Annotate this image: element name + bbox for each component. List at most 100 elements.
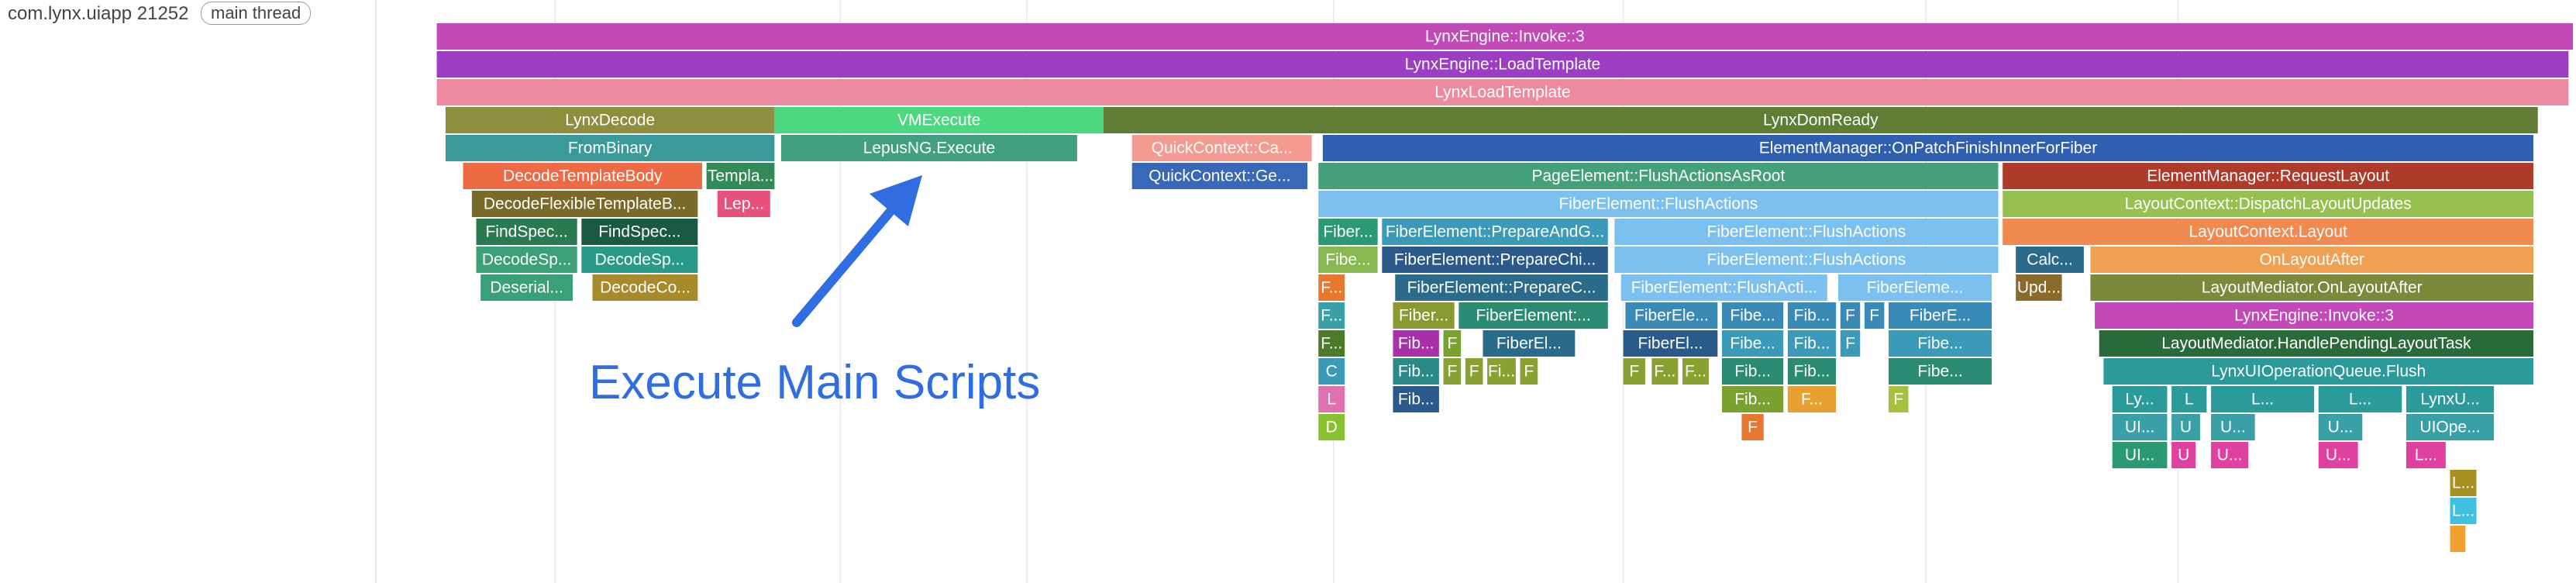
trace-slice[interactable]: ElementManager::RequestLayout [2003,163,2534,189]
slice-bar[interactable] [706,163,775,189]
slice-bar[interactable] [1840,302,1861,329]
trace-slice[interactable]: LepusNG.Execute [780,135,1077,161]
trace-slice[interactable]: F [1623,358,1645,385]
slice-bar[interactable] [1864,302,1885,329]
trace-slice[interactable]: U [2171,442,2196,468]
slice-bar[interactable] [1393,302,1455,329]
slice-bar[interactable] [1614,247,1999,273]
slice-bar[interactable] [1614,219,1999,245]
trace-slice[interactable]: Fi... [1487,358,1516,385]
slice-bar[interactable] [2016,274,2062,301]
slice-bar[interactable] [471,191,698,217]
trace-slice[interactable]: UI... [2112,442,2168,468]
slice-bar[interactable] [1721,386,1784,412]
trace-slice[interactable]: LynxLoadTemplate [436,79,2569,105]
slice-bar[interactable] [1322,135,2534,161]
slice-bar[interactable] [717,191,770,217]
trace-slice[interactable]: L... [2450,470,2477,496]
trace-slice[interactable]: C [1318,358,1345,385]
trace-slice[interactable]: FiberEle... [1625,302,1718,329]
trace-slice[interactable]: U [2171,414,2200,440]
trace-slice[interactable]: Fibe... [1318,247,1378,273]
trace-slice[interactable]: Fibe... [1889,358,1992,385]
slice-bar[interactable] [1318,330,1345,357]
trace-slice[interactable]: Ly... [2112,386,2168,412]
trace-slice[interactable]: FindSpec... [476,219,577,245]
slice-bar[interactable] [2090,274,2534,301]
slice-bar[interactable] [1131,135,1312,161]
slice-bar[interactable] [774,107,1104,133]
trace-slice[interactable]: F [1840,330,1861,357]
slice-bar[interactable] [1393,386,1439,412]
thread-badge[interactable]: main thread [201,2,312,25]
trace-slice[interactable]: LayoutContext.Layout [2003,219,2534,245]
trace-slice[interactable]: Fib... [1721,386,1784,412]
slice-bar[interactable] [1889,386,1909,412]
trace-slice[interactable]: Fibe... [1721,330,1784,357]
trace-slice[interactable]: F... [1682,358,1709,385]
slice-bar[interactable] [1393,358,1439,385]
slice-bar[interactable] [2211,414,2255,440]
flame-chart[interactable]: LynxEngine::Invoke::3LynxEngine::LoadTem… [377,0,2576,583]
slice-bar[interactable] [2003,191,2534,217]
trace-slice[interactable]: F [1443,358,1462,385]
trace-slice[interactable]: Fibe... [1721,302,1784,329]
slice-bar[interactable] [1837,274,1992,301]
slice-bar[interactable] [1889,302,1992,329]
trace-slice[interactable]: DecodeCo... [592,274,698,301]
trace-slice[interactable]: LayoutMediator.HandlePendingLayoutTask [2099,330,2534,357]
trace-slice[interactable]: F [1465,358,1483,385]
slice-bar[interactable] [1318,247,1378,273]
trace-slice[interactable]: LynxU... [2406,386,2495,412]
trace-slice[interactable]: FromBinary [445,135,775,161]
slice-bar[interactable] [1620,274,1827,301]
trace-slice[interactable]: F [1864,302,1885,329]
slice-bar[interactable] [1487,358,1516,385]
trace-slice[interactable]: DecodeSp... [581,247,698,273]
slice-bar[interactable] [1787,330,1837,357]
trace-slice[interactable] [2450,526,2466,552]
slice-bar[interactable] [2211,386,2315,412]
trace-slice[interactable]: F [1443,330,1462,357]
slice-bar[interactable] [1625,302,1718,329]
trace-slice[interactable]: Deserial... [480,274,573,301]
slice-bar[interactable] [592,274,698,301]
trace-slice[interactable]: L [1318,386,1345,412]
trace-slice[interactable]: F... [1318,274,1345,301]
slice-bar[interactable] [2003,163,2534,189]
slice-bar[interactable] [476,219,577,245]
slice-bar[interactable] [2099,330,2534,357]
trace-slice[interactable]: LayoutMediator.OnLayoutAfter [2090,274,2534,301]
trace-slice[interactable]: Upd... [2016,274,2062,301]
trace-slice[interactable]: LynxUIOperationQueue.Flush [2103,358,2534,385]
slice-bar[interactable] [1623,358,1645,385]
trace-slice[interactable]: L... [2406,442,2446,468]
slice-bar[interactable] [2406,442,2446,468]
slice-bar[interactable] [1465,358,1483,385]
slice-bar[interactable] [2211,442,2249,468]
trace-slice[interactable]: FiberElement::PrepareC... [1395,274,1608,301]
slice-bar[interactable] [1395,274,1608,301]
slice-bar[interactable] [1443,330,1462,357]
slice-bar[interactable] [2090,247,2534,273]
trace-slice[interactable]: F... [1318,330,1345,357]
trace-slice[interactable]: LayoutContext::DispatchLayoutUpdates [2003,191,2534,217]
slice-bar[interactable] [1520,358,1538,385]
slice-bar[interactable] [1889,358,1992,385]
slice-bar[interactable] [1483,330,1576,357]
slice-bar[interactable] [1682,358,1709,385]
trace-slice[interactable]: F... [1787,386,1837,412]
trace-slice[interactable]: FiberElement::PrepareChi... [1382,247,1608,273]
slice-bar[interactable] [445,135,775,161]
trace-slice[interactable]: FiberEleme... [1837,274,1992,301]
trace-slice[interactable]: FindSpec... [581,219,698,245]
trace-slice[interactable]: Templa... [706,163,775,189]
slice-bar[interactable] [1721,358,1784,385]
trace-slice[interactable]: FiberElement::FlushActions [1614,247,1999,273]
trace-slice[interactable]: PageElement::FlushActionsAsRoot [1318,163,1999,189]
slice-bar[interactable] [1131,163,1308,189]
trace-slice[interactable]: QuickContext::Ge... [1131,163,1308,189]
trace-slice[interactable]: LynxEngine::Invoke::3 [436,23,2573,50]
trace-slice[interactable]: DecodeFlexibleTemplateB... [471,191,698,217]
trace-slice[interactable]: FiberElement:... [1458,302,1608,329]
